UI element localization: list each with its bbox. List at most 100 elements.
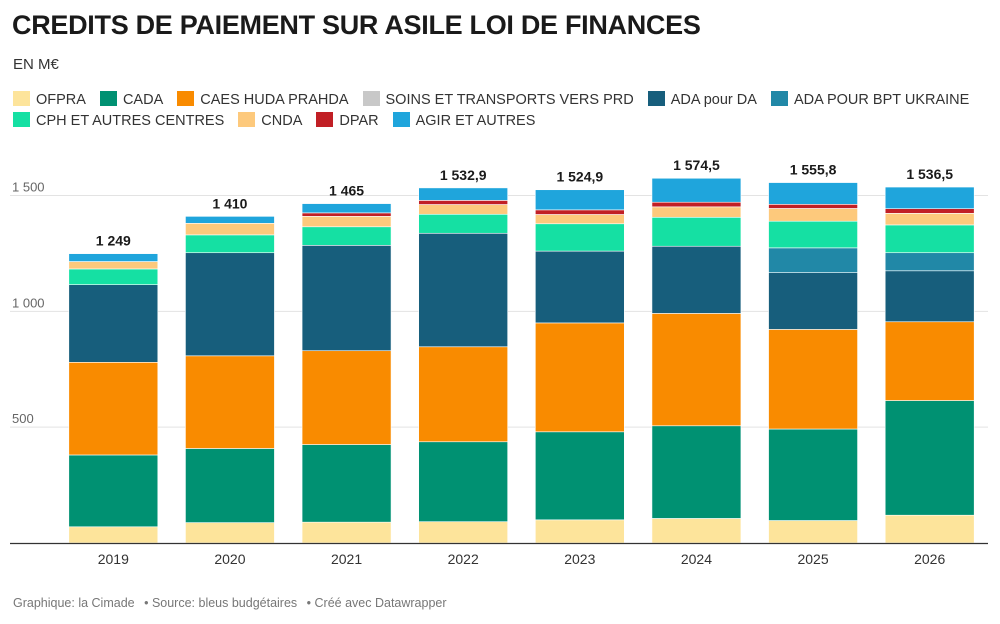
bar-segment-ofpra-2019 xyxy=(68,526,159,544)
y-tick-label: 500 xyxy=(12,411,34,426)
bar-segment-cph-et-autres-centres-2024 xyxy=(651,216,742,247)
legend: OFPRA CADA CAES HUDA PRAHDA SOINS ET TRANSP… xyxy=(13,90,993,132)
bar-segment-agir-et-autres-2022 xyxy=(418,187,508,201)
y-tick-label: 1 500 xyxy=(12,180,45,195)
bar-segment-ada-pour-da-2023 xyxy=(535,250,625,324)
bar-segment-agir-et-autres-2020 xyxy=(185,216,275,224)
legend-label: DPAR xyxy=(339,113,379,129)
legend-item-ada-pour-da: ADA pour DA xyxy=(647,90,757,111)
legend-item-agir-et-autres: AGIR ET AUTRES xyxy=(392,111,536,132)
bar-segment-cph-et-autres-centres-2020 xyxy=(185,234,275,254)
bar-segment-cph-et-autres-centres-2025 xyxy=(768,220,858,249)
legend-label: CPH ET AUTRES CENTRES xyxy=(36,113,225,129)
footer-credit: Graphique: la Cimade xyxy=(13,596,135,610)
chart-subtitle: EN M€ xyxy=(13,56,59,73)
legend-item-caes-huda-prahda: CAES HUDA PRAHDA xyxy=(177,90,349,111)
bar-segment-cnda-2024 xyxy=(651,206,742,218)
legend-item-dpar: DPAR xyxy=(316,111,379,132)
footer-tool: • Créé avec Datawrapper xyxy=(306,596,447,610)
bar-segment-cph-et-autres-centres-2026 xyxy=(884,224,975,254)
legend-swatch xyxy=(647,91,665,106)
legend-swatch xyxy=(177,91,195,106)
bar-total-label: 1 555,8 xyxy=(790,162,837,178)
legend-item-cph-et-autres-centres: CPH ET AUTRES CENTRES xyxy=(13,111,224,132)
x-tick-label: 2022 xyxy=(448,551,479,567)
legend-swatch xyxy=(99,91,117,106)
x-tick-label: 2023 xyxy=(564,551,595,567)
bar-segment-caes-huda-prahda-2025 xyxy=(768,329,858,430)
bar-segment-cnda-2020 xyxy=(185,223,275,236)
bar-segment-cnda-2022 xyxy=(418,204,508,215)
bar-segment-agir-et-autres-2024 xyxy=(651,177,742,203)
legend-label: AGIR ET AUTRES xyxy=(415,113,536,129)
bar-segment-ada-pour-da-2024 xyxy=(651,245,742,314)
bar-segment-ada-pour-da-2021 xyxy=(301,245,392,352)
x-tick-label: 2026 xyxy=(914,551,945,567)
bar-segment-cada-2024 xyxy=(651,425,742,519)
bar-segment-cada-2020 xyxy=(185,448,275,523)
legend-swatch xyxy=(316,112,334,127)
bar-segment-ada-pour-bpt-ukraine-2026 xyxy=(884,252,975,272)
bar-segment-caes-huda-prahda-2022 xyxy=(418,346,508,443)
bar-segment-agir-et-autres-2026 xyxy=(884,186,975,210)
bar-total-label: 1 524,9 xyxy=(556,169,603,185)
legend-item-soins-et-transports-vers-prd: SOINS ET TRANSPORTS VERS PRD xyxy=(362,90,634,111)
legend-label: OFPRA xyxy=(36,92,86,108)
bar-segment-ada-pour-da-2022 xyxy=(418,232,508,348)
legend-item-cada: CADA xyxy=(99,90,164,111)
bar-segment-cada-2021 xyxy=(301,444,392,523)
bar-segment-ofpra-2026 xyxy=(884,514,975,544)
x-tick-label: 2024 xyxy=(681,551,712,567)
bar-segment-dpar-2022 xyxy=(418,200,508,205)
bar-segment-dpar-2023 xyxy=(535,209,625,215)
bar-segment-cnda-2023 xyxy=(535,214,625,225)
bar-total-label: 1 574,5 xyxy=(673,157,720,173)
bar-segment-ofpra-2025 xyxy=(768,520,858,544)
bar-segment-ofpra-2024 xyxy=(651,518,742,544)
legend-item-ada-pour-bpt-ukraine: ADA POUR BPT UKRAINE xyxy=(770,90,970,111)
bar-segment-caes-huda-prahda-2019 xyxy=(68,362,159,456)
legend-swatch xyxy=(362,91,380,106)
bar-segment-ada-pour-da-2026 xyxy=(884,270,975,323)
x-tick-label: 2020 xyxy=(214,551,245,567)
legend-item-ofpra: OFPRA xyxy=(13,90,86,111)
bar-segment-agir-et-autres-2025 xyxy=(768,182,858,205)
legend-label: ADA POUR BPT UKRAINE xyxy=(793,92,970,108)
bar-segment-cph-et-autres-centres-2023 xyxy=(535,223,625,252)
legend-label: CNDA xyxy=(261,113,303,129)
bar-segment-ada-pour-da-2019 xyxy=(68,284,159,363)
bar-segment-cada-2026 xyxy=(884,400,975,516)
bar-total-label: 1 410 xyxy=(212,195,247,211)
bar-segment-ofpra-2023 xyxy=(535,519,625,544)
legend-label: CADA xyxy=(122,92,164,108)
bar-segment-ofpra-2020 xyxy=(185,522,275,544)
bar-total-label: 1 465 xyxy=(329,183,364,199)
legend-swatch xyxy=(13,91,30,106)
stacked-bar-chart: 500 1 000 1 500 1 249 2019 1 410 2020 1 465 2021… xyxy=(10,157,988,567)
x-tick-label: 2019 xyxy=(98,551,129,567)
bar-segment-ofpra-2021 xyxy=(301,521,392,544)
bar-segment-cnda-2021 xyxy=(301,216,392,228)
bar-segment-caes-huda-prahda-2024 xyxy=(651,313,742,427)
legend-swatch xyxy=(770,91,788,106)
bar-segment-cph-et-autres-centres-2021 xyxy=(301,226,392,246)
bar-segment-caes-huda-prahda-2023 xyxy=(535,322,625,433)
chart-title: CREDITS DE PAIEMENT SUR ASILE LOI DE FIN… xyxy=(12,10,701,40)
bar-segment-caes-huda-prahda-2021 xyxy=(301,350,392,445)
bar-segment-ada-pour-bpt-ukraine-2025 xyxy=(768,247,858,273)
y-tick-label: 1 000 xyxy=(12,295,45,310)
bar-segment-agir-et-autres-2023 xyxy=(535,189,625,211)
bar-segment-caes-huda-prahda-2020 xyxy=(185,355,275,449)
legend-item-cnda: CNDA xyxy=(238,111,302,132)
bar-segment-cada-2023 xyxy=(535,431,625,521)
bar-segment-dpar-2025 xyxy=(768,204,858,209)
bar-segment-cada-2025 xyxy=(768,428,858,521)
x-tick-label: 2025 xyxy=(797,551,828,567)
legend-label: CAES HUDA PRAHDA xyxy=(200,92,349,108)
bar-total-label: 1 249 xyxy=(96,233,131,249)
bar-segment-ofpra-2022 xyxy=(418,521,508,544)
bar-segment-cph-et-autres-centres-2019 xyxy=(68,268,159,285)
bar-segment-cada-2022 xyxy=(418,441,508,522)
legend-label: SOINS ET TRANSPORTS VERS PRD xyxy=(385,92,634,108)
bar-segment-agir-et-autres-2021 xyxy=(301,203,392,214)
